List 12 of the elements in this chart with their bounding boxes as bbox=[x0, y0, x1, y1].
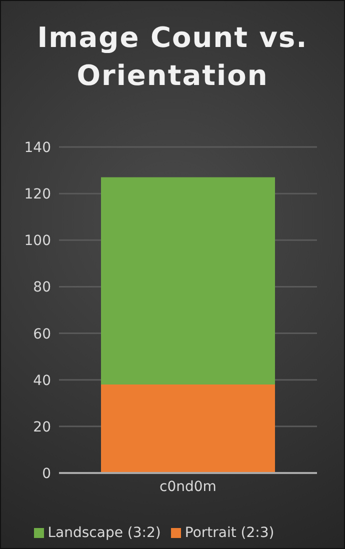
y-tick-label: 60 bbox=[33, 326, 51, 342]
y-tick-label: 120 bbox=[24, 186, 51, 203]
y-tick-label: 40 bbox=[33, 372, 51, 389]
y-tick-label: 80 bbox=[33, 280, 51, 296]
y-tick-label: 100 bbox=[24, 233, 51, 250]
legend-label: Portrait (2:3) bbox=[184, 525, 274, 541]
y-tick-label: 140 bbox=[24, 140, 51, 156]
legend-label: Landscape (3:2) bbox=[48, 525, 161, 541]
y-tick-label: 0 bbox=[42, 466, 51, 482]
x-tick-label: c0nd0m bbox=[160, 478, 216, 495]
y-tick-label: 20 bbox=[33, 419, 51, 436]
chart-title: Image Count vs. Orientation bbox=[36, 20, 309, 94]
